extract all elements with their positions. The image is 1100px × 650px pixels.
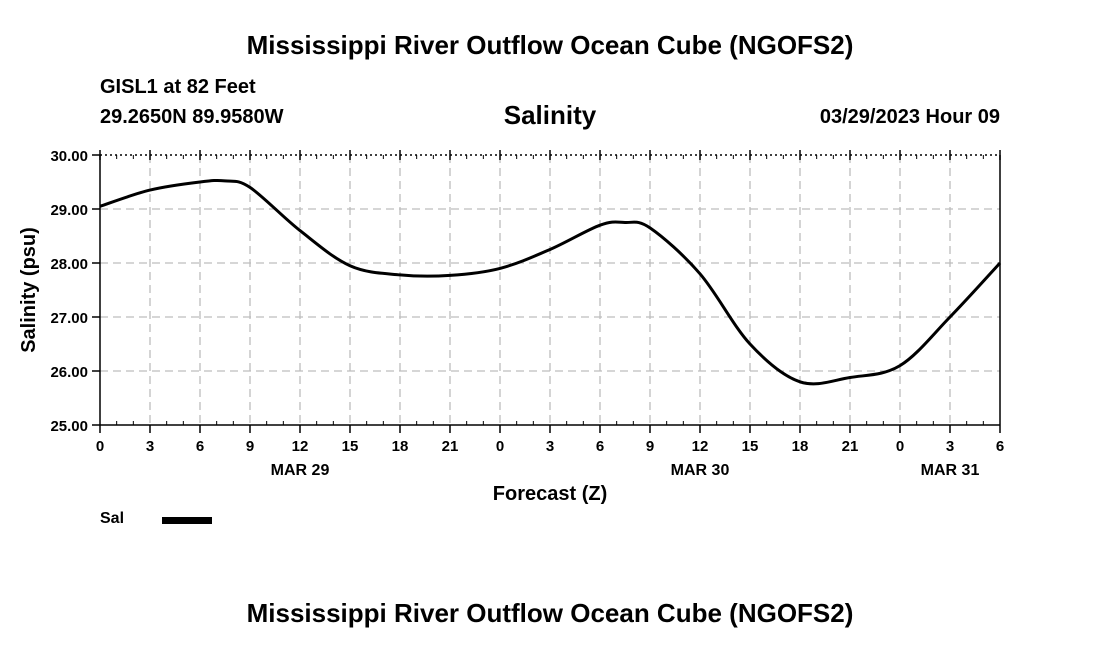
legend-label: Sal [100,510,125,527]
chart-title: Salinity [503,100,597,130]
date-label: MAR 31 [921,462,980,479]
x-tick-label: 0 [496,438,504,455]
x-tick-label: 18 [392,438,409,455]
date-label: MAR 30 [671,462,730,479]
y-tick-label: 30.00 [50,148,88,165]
station-label: GISL1 at 82 Feet [100,76,256,98]
x-tick-label: 3 [546,438,554,455]
x-tick-label: 0 [896,438,904,455]
main-title: Mississippi River Outflow Ocean Cube (NG… [246,30,854,60]
legend-swatch [162,517,212,524]
y-tick-label: 26.00 [50,364,88,381]
x-tick-label: 21 [442,438,459,455]
bottom-title: Mississippi River Outflow Ocean Cube (NG… [246,598,854,628]
x-tick-label: 3 [146,438,154,455]
x-tick-label: 9 [646,438,654,455]
x-tick-label: 15 [742,438,759,455]
x-tick-label: 6 [596,438,604,455]
x-tick-label: 9 [246,438,254,455]
coordinates-label: 29.2650N 89.9580W [100,106,284,128]
y-tick-label: 29.00 [50,202,88,219]
x-tick-label: 6 [196,438,204,455]
x-tick-label: 18 [792,438,809,455]
series-line-sal [99,178,1002,386]
date-label: MAR 29 [271,462,330,479]
x-axis-label: Forecast (Z) [493,483,607,505]
y-axis-label: Salinity (psu) [18,227,40,353]
x-tick-label: 12 [292,438,309,455]
x-tick-label: 3 [946,438,954,455]
series-layer [99,178,1002,386]
y-tick-label: 27.00 [50,310,88,327]
axes: 25.00 26.00 27.00 28.00 29.00 30.00 0 3 6 9 12 15 18… [50,148,1004,479]
grid-lines [100,155,1000,425]
x-tick-label: 0 [96,438,104,455]
y-tick-label: 25.00 [50,418,88,435]
x-tick-label: 12 [692,438,709,455]
x-tick-label: 15 [342,438,359,455]
x-tick-label: 21 [842,438,859,455]
x-tick-label: 6 [996,438,1004,455]
y-tick-label: 28.00 [50,256,88,273]
forecast-datetime: 03/29/2023 Hour 09 [819,106,1000,128]
